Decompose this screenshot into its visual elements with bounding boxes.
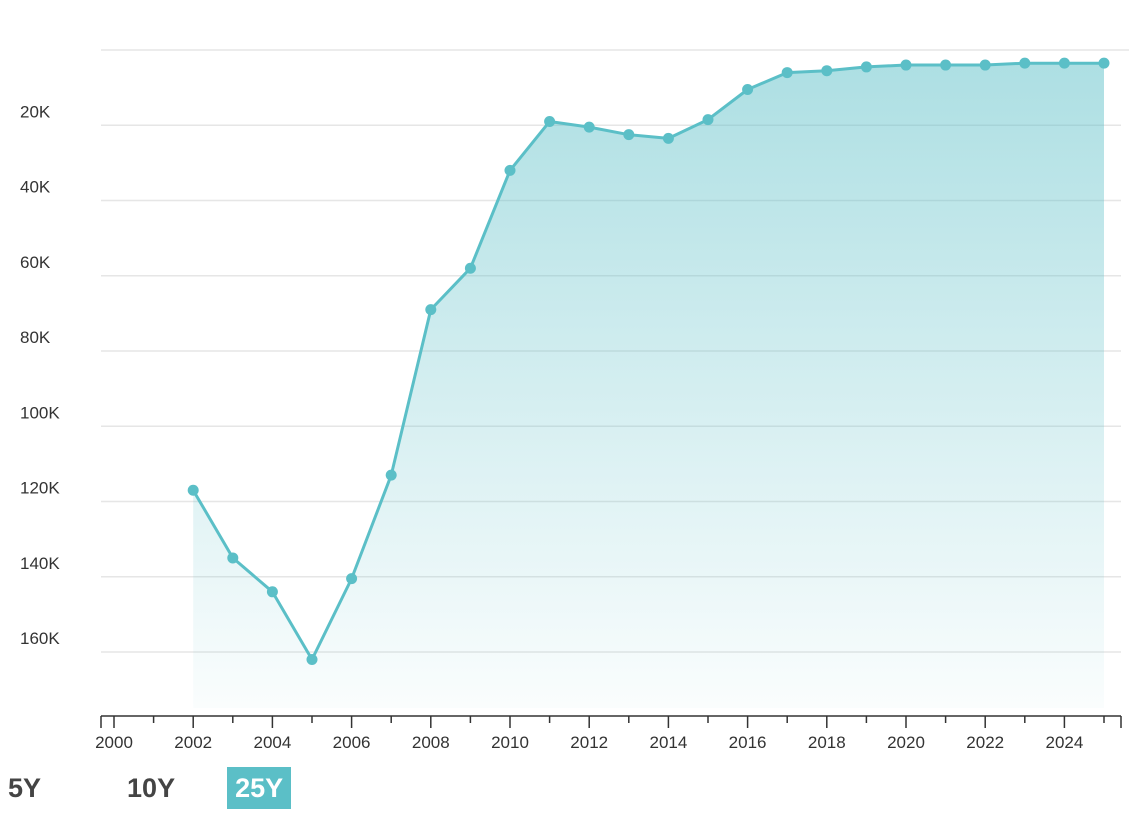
data-point-2007 <box>385 469 397 481</box>
x-tick-label: 2024 <box>1045 733 1083 752</box>
data-point-2023 <box>1019 57 1031 69</box>
data-point-2013 <box>623 129 635 141</box>
y-tick-label: 20K <box>20 102 51 121</box>
y-tick-label: 80K <box>20 328 51 347</box>
data-point-2012 <box>583 121 595 133</box>
y-tick-label: 120K <box>20 479 60 498</box>
x-tick-label: 2018 <box>808 733 846 752</box>
data-point-2016 <box>742 84 754 96</box>
series-line <box>191 61 1104 661</box>
data-point-2002 <box>187 484 199 496</box>
data-point-2018 <box>821 65 833 77</box>
data-point-2003 <box>227 552 239 564</box>
x-tick-label: 2002 <box>174 733 212 752</box>
range-5y-button[interactable]: 5Y <box>0 767 49 809</box>
y-tick-label: 40K <box>20 178 51 197</box>
data-point-2017 <box>781 67 793 79</box>
range-selector: 5Y 10Y 25Y <box>0 766 292 810</box>
data-point-2006 <box>346 573 358 585</box>
x-tick-label: 2012 <box>570 733 608 752</box>
x-axis: 2000 2002 2004 2006 2008 2010 2012 2014 2016 2018… <box>95 715 1122 752</box>
data-point-2008 <box>425 304 437 316</box>
data-point-2014 <box>662 132 674 144</box>
range-25y-button[interactable]: 25Y <box>227 767 292 809</box>
data-point-2025 <box>1098 57 1110 69</box>
y-tick-label: 160K <box>20 629 60 648</box>
y-tick-label: 140K <box>20 554 60 573</box>
x-tick-label: 2014 <box>649 733 687 752</box>
y-axis-labels: 20K 40K 60K 80K 100K 120K 140K 160K <box>20 102 60 648</box>
x-tick-label: 2008 <box>412 733 450 752</box>
data-point-2024 <box>1058 57 1070 69</box>
series-area <box>193 63 1104 708</box>
x-tick-label: 2016 <box>729 733 767 752</box>
data-point-2015 <box>702 114 714 126</box>
range-10y-button[interactable]: 10Y <box>119 767 183 809</box>
x-tick-label: 2004 <box>253 733 291 752</box>
data-point-2005 <box>306 654 318 666</box>
y-tick-label: 100K <box>20 403 60 422</box>
x-tick-label: 2000 <box>95 733 133 752</box>
data-point-2021 <box>940 59 952 71</box>
x-tick-label: 2022 <box>966 733 1004 752</box>
x-tick-label: 2010 <box>491 733 529 752</box>
x-tick-label: 2006 <box>333 733 371 752</box>
data-point-2011 <box>544 115 556 127</box>
y-tick-label: 60K <box>20 253 51 272</box>
data-point-2004 <box>266 586 278 598</box>
x-tick-label: 2020 <box>887 733 925 752</box>
data-point-2010 <box>504 164 516 176</box>
data-point-2019 <box>860 61 872 73</box>
data-point-2009 <box>464 262 476 274</box>
data-point-2022 <box>979 59 991 71</box>
series-points <box>187 57 1110 666</box>
data-point-2020 <box>900 59 912 71</box>
